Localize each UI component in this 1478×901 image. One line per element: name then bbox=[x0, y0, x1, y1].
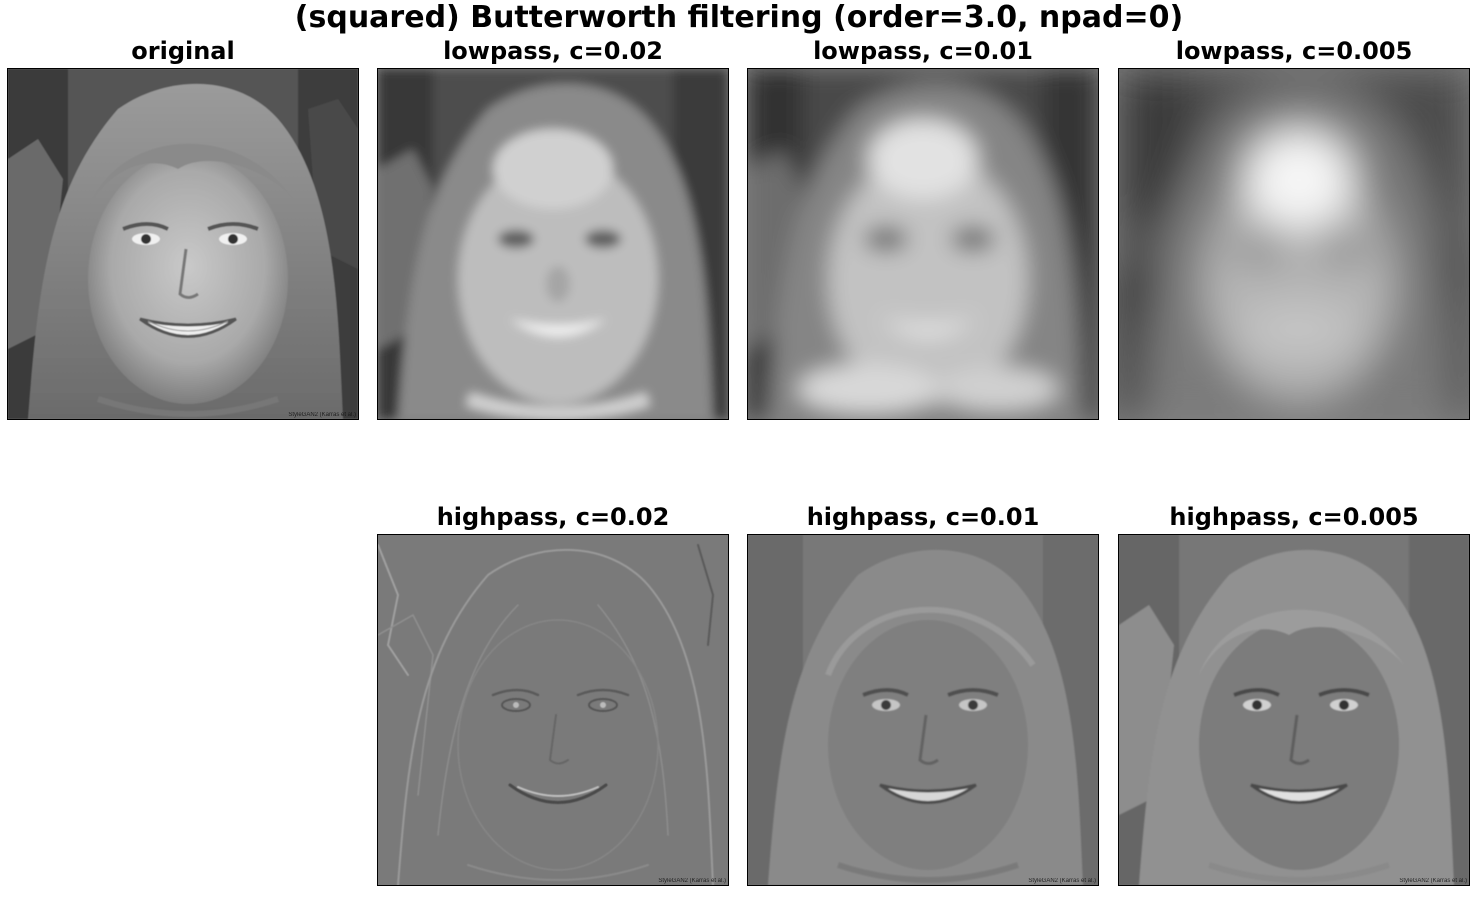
face-photo-lowpass-0005 bbox=[1119, 69, 1469, 419]
panel-highpass-0005-image: StyleGAN2 (Karras et al.) bbox=[1118, 534, 1470, 886]
figure-title: (squared) Butterworth filtering (order=3… bbox=[294, 0, 1184, 35]
panel-highpass-002-image: StyleGAN2 (Karras et al.) bbox=[377, 534, 729, 886]
panel-title-lowpass-0005: lowpass, c=0.005 bbox=[1175, 37, 1413, 65]
panel-lowpass-0005-image bbox=[1118, 68, 1470, 420]
panel-title-original: original bbox=[131, 37, 235, 65]
panel-title-lowpass-001: lowpass, c=0.01 bbox=[813, 37, 1033, 65]
panel-lowpass-001-image bbox=[747, 68, 1099, 420]
watermark-highpass-0005: StyleGAN2 (Karras et al.) bbox=[1399, 878, 1467, 884]
face-photo-highpass-0005 bbox=[1119, 535, 1469, 885]
face-photo-original bbox=[8, 69, 358, 419]
face-photo-highpass-002 bbox=[378, 535, 728, 885]
watermark-highpass-001: StyleGAN2 (Karras et al.) bbox=[1028, 878, 1096, 884]
panel-title-highpass-002: highpass, c=0.02 bbox=[436, 503, 670, 531]
panel-highpass-001-image: StyleGAN2 (Karras et al.) bbox=[747, 534, 1099, 886]
panel-title-highpass-0005: highpass, c=0.005 bbox=[1169, 503, 1419, 531]
watermark-highpass-002: StyleGAN2 (Karras et al.) bbox=[658, 878, 726, 884]
panel-original-image: StyleGAN2 (Karras et al.) bbox=[7, 68, 359, 420]
panel-title-lowpass-002: lowpass, c=0.02 bbox=[443, 37, 663, 65]
face-photo-lowpass-002 bbox=[378, 69, 728, 419]
face-photo-lowpass-001 bbox=[748, 69, 1098, 419]
panel-title-highpass-001: highpass, c=0.01 bbox=[806, 503, 1040, 531]
panel-lowpass-002-image bbox=[377, 68, 729, 420]
face-photo-highpass-001 bbox=[748, 535, 1098, 885]
watermark-original: StyleGAN2 (Karras et al.) bbox=[288, 412, 356, 418]
